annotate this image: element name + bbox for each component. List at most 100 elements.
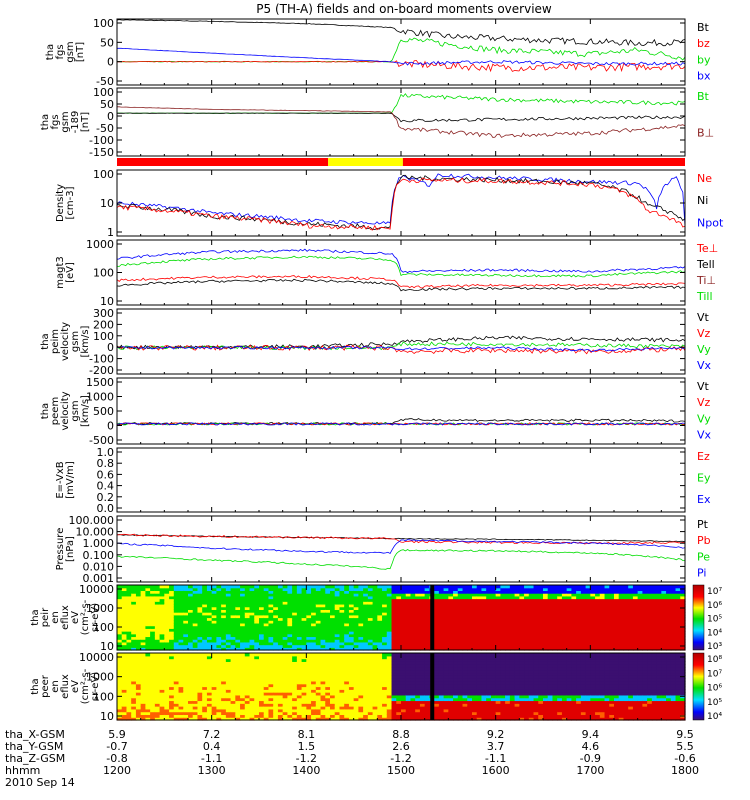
spectrogram-cell [240,711,246,716]
spectrogram-cell [249,692,255,696]
spectrogram-cell [145,647,151,651]
spectrogram-cell [145,664,151,668]
spectrogram-cell [391,622,397,627]
spectrogram-cell [126,675,132,679]
spectrogram-cell [457,628,464,632]
spectrogram-cell [287,672,293,676]
spectrogram-cell [505,609,511,613]
spectrogram-cell [169,603,175,608]
spectrogram-cell [533,595,539,600]
spectrogram-cell [438,595,445,600]
spectrogram-cell [363,703,369,707]
spectrogram-cell [173,694,180,699]
spectrogram-cell [547,644,554,648]
spectrogram-cell [353,625,359,629]
y-tick-label: 50 [100,98,114,111]
spectrogram-cell [211,689,217,693]
spectrogram-cell [135,664,142,668]
spectrogram-cell [173,625,180,629]
spectrogram-cell [273,669,279,674]
spectrogram-cell [382,692,388,696]
spectrogram-cell [249,625,255,629]
spectrogram-cell [178,692,184,696]
spectrogram-cell [292,694,298,699]
spectrogram-cell [197,585,203,589]
spectrogram-cell [543,612,549,616]
spectrogram-cell [547,595,554,600]
spectrogram-cell [344,655,350,660]
spectrogram-cell [396,658,402,662]
spectrogram-cell [126,711,132,716]
spectrogram-cell [656,612,662,616]
spectrogram-cell [135,647,142,651]
spectrogram-cell [448,601,454,605]
spectrogram-cell [287,703,293,707]
spectrogram-cell [618,647,625,651]
spectrogram-cell [221,686,227,690]
spectrogram-cell [344,700,350,704]
spectrogram-cell [666,622,672,627]
spectrogram-cell [367,675,374,679]
spectrogram-cell [505,590,511,594]
spectrogram-cell [154,661,161,665]
spectrogram-cell [216,587,222,592]
spectrogram-cell [263,595,270,600]
spectrogram-cell [415,661,421,665]
spectrogram-cell [419,717,426,721]
spectrogram-cell [590,601,596,605]
spectrogram-cell [126,631,132,635]
spectrogram-cell [339,683,345,688]
spectrogram-cell [282,620,288,624]
spectrogram-cell [552,585,558,589]
spectrogram-cell [391,644,397,648]
spectrogram-cell [580,639,587,643]
spectrogram-cell [259,689,265,693]
spectrogram-cell [656,593,662,597]
y-tick-label: 0.2 [97,491,115,504]
spectrogram-cell [178,694,184,699]
spectrogram-cell [363,631,369,635]
spectrogram-cell [490,595,497,600]
spectrogram-cell [296,614,303,619]
spectrogram-cell [391,625,397,629]
spectrogram-cell [505,612,511,616]
spectrogram-cell [571,598,577,602]
spectrogram-cell [188,692,194,696]
spectrogram-cell [415,678,421,682]
spectrogram-cell [391,661,397,665]
spectrogram-cell [131,689,137,693]
spectrogram-cell [117,593,123,597]
panel-mode [117,158,685,166]
spectrogram-cell [126,692,132,696]
spectrogram-cell [287,694,293,699]
spectrogram-cell [490,593,497,597]
legend-entry: Ex [697,493,711,506]
spectrogram-cell [135,614,142,619]
spectrogram-cell [135,612,142,616]
spectrogram-cell [391,612,397,616]
spectrogram-cell [159,680,165,685]
spectrogram-cell [637,590,643,594]
spectrogram-cell [135,692,142,696]
spectrogram-cell [325,636,331,640]
spectrogram-cell [315,717,322,721]
spectrogram-cell [401,595,407,600]
spectrogram-cell [173,686,180,690]
spectrogram-cell [334,703,341,707]
spectrogram-cell [372,675,378,679]
spectrogram-cell [391,708,397,713]
spectrogram-cell [230,672,236,676]
spectrogram-cell [604,622,610,627]
spectrogram-cell [230,633,236,638]
spectrogram-cell [173,658,180,662]
spectrogram-cell [221,647,227,651]
spectrogram-cell [670,628,677,632]
spectrogram-cell [382,717,388,721]
spectrogram-cell [514,647,520,651]
spectrogram-cell [481,614,487,619]
spectrogram-cell [249,633,255,638]
spectrogram-cell [164,703,170,707]
spectrogram-cell [561,636,568,640]
spectrogram-cell [216,708,222,713]
spectrogram-cell [235,686,241,690]
